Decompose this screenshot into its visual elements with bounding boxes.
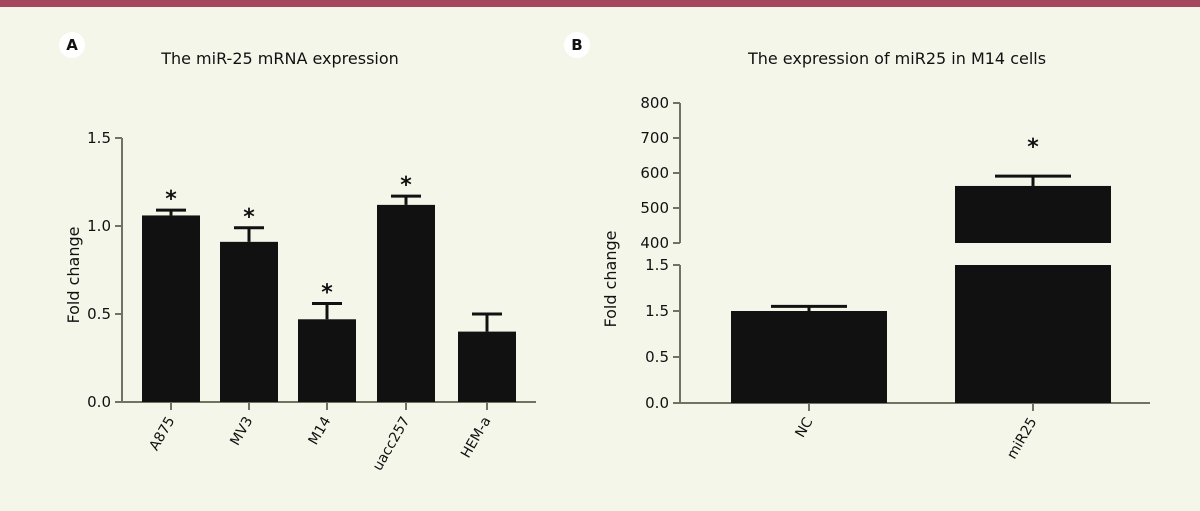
top-accent-bar xyxy=(0,0,1200,7)
panel-a-bars: * A875 * MV3 * M14 * uacc257 HEM-a xyxy=(142,173,516,474)
panel-a-significance-marker: * xyxy=(165,187,177,212)
panel-a-category-label: uacc257 xyxy=(370,414,414,474)
panel-a-y-ticks: 0.0 0.5 1.0 1.5 xyxy=(87,129,122,411)
panel-b-y-tick-label-lower: 0.0 xyxy=(645,394,669,412)
panel-a-significance-marker: * xyxy=(321,280,333,305)
panel-a-y-tick-label: 1.5 xyxy=(87,129,111,147)
panel-a-y-axis-label: Fold change xyxy=(64,227,83,324)
panel-a-title: The miR-25 mRNA expression xyxy=(160,49,399,68)
panel-b-y-tick-label-lower: 0.5 xyxy=(645,348,669,366)
panel-a: A The miR-25 mRNA expression Fold change… xyxy=(59,32,536,474)
panel-a-bar-a875 xyxy=(142,215,200,402)
panel-b-bar-nc xyxy=(731,311,887,403)
panel-b-y-tick-label-upper: 800 xyxy=(640,94,669,112)
panel-b-y-axis-label: Fold change xyxy=(601,231,620,328)
panel-a-label-badge xyxy=(59,32,85,58)
panel-b-y-tick-label-upper: 400 xyxy=(640,234,669,252)
panel-b-y-tick-label-lower: 1.5 xyxy=(645,256,669,274)
panel-b-y-tick-label-upper: 600 xyxy=(640,164,669,182)
panel-b-significance-marker: * xyxy=(1027,135,1039,160)
panel-a-bar-mv3 xyxy=(220,241,278,402)
panel-a-bar-uacc257 xyxy=(377,204,435,402)
panel-b-label-badge xyxy=(564,32,590,58)
panel-b-bar-mir25-upper xyxy=(955,185,1111,243)
panel-b-title: The expression of miR25 in M14 cells xyxy=(747,49,1046,68)
panel-a-bar-hem-a xyxy=(458,331,516,402)
panel-b-category-label: miR25 xyxy=(1004,415,1040,462)
panel-a-category-label: A875 xyxy=(146,414,178,453)
panel-b: B The expression of miR25 in M14 cells F… xyxy=(564,32,1150,462)
panel-b-label: B xyxy=(571,36,582,54)
panel-a-category-label: MV3 xyxy=(227,414,256,448)
panel-a-y-tick-label: 0.0 xyxy=(87,393,111,411)
panel-a-category-label: HEM-a xyxy=(458,414,494,461)
panel-b-y-ticks: 400 500 600 700 800 0.0 0.5 1.5 1.5 xyxy=(640,94,680,412)
panel-b-bars: NC * miR25 xyxy=(731,135,1111,462)
panel-a-category-label: M14 xyxy=(306,414,335,448)
figure: A The miR-25 mRNA expression Fold change… xyxy=(0,7,1200,507)
panel-b-y-tick-label-upper: 500 xyxy=(640,199,669,217)
panel-b-y-tick-label-upper: 700 xyxy=(640,129,669,147)
panel-b-y-tick-label-lower: 1.5 xyxy=(645,302,669,320)
panel-a-significance-marker: * xyxy=(400,173,412,198)
panel-a-label: A xyxy=(66,36,78,54)
panel-b-category-label: NC xyxy=(792,415,816,441)
panel-b-bar-mir25-lower xyxy=(955,265,1111,403)
panel-a-y-tick-label: 1.0 xyxy=(87,217,111,235)
panel-a-y-tick-label: 0.5 xyxy=(87,305,111,323)
panel-a-bar-m14 xyxy=(298,319,356,402)
panel-a-significance-marker: * xyxy=(243,205,255,230)
